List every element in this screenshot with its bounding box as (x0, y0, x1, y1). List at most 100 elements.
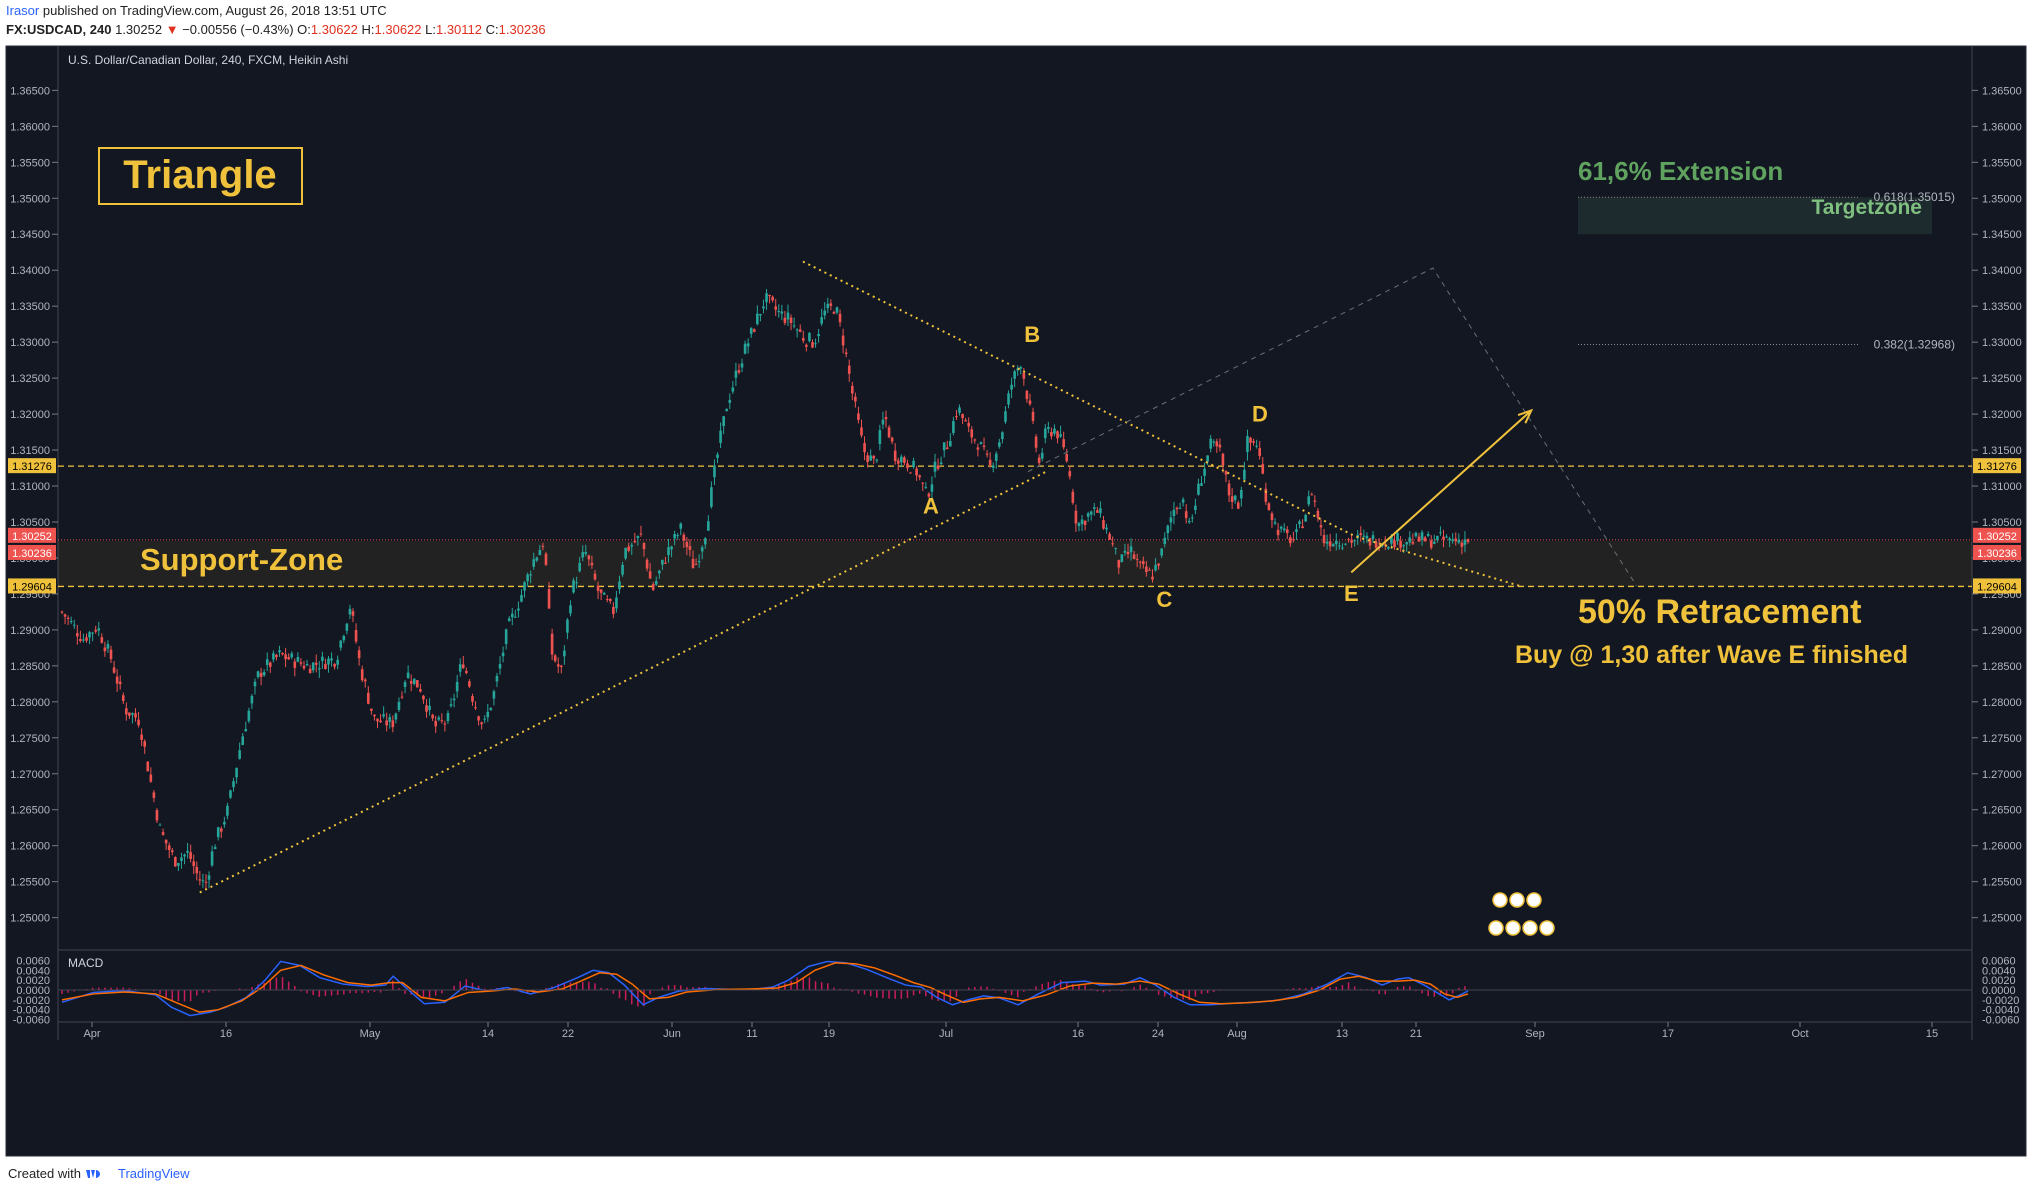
candle-body (1396, 532, 1399, 542)
candle-body (391, 720, 395, 728)
candle-body (1028, 400, 1032, 405)
candle-body (268, 662, 272, 667)
candle-body (664, 562, 667, 564)
candle-body (896, 460, 900, 464)
candle-body (259, 672, 263, 677)
candle-body (247, 710, 251, 722)
candle-body (679, 523, 683, 529)
created-with-label: Created with (8, 1166, 81, 1181)
candle-body (725, 409, 729, 412)
candle-body (1436, 535, 1439, 541)
candle-body (510, 613, 514, 618)
candle-body (645, 559, 649, 569)
candle-body (857, 413, 860, 420)
candle-body (566, 619, 569, 633)
y-tick-label-left: 1.36500 (10, 85, 50, 97)
candle-body (575, 582, 578, 584)
candle-body (691, 558, 695, 569)
candle-body (878, 430, 882, 444)
candle-body (869, 455, 872, 461)
open-label: O: (297, 22, 311, 37)
candle-body (140, 734, 143, 741)
candle-body (198, 879, 202, 881)
candle-body (72, 624, 76, 626)
macd-tick-label-left: -0.0060 (13, 1015, 50, 1027)
tradingview-link[interactable]: TradingView (118, 1166, 190, 1181)
candle-body (103, 647, 107, 652)
candle-body (250, 695, 254, 704)
y-tick-label-left: 1.26000 (10, 841, 50, 853)
candle-body (1420, 532, 1424, 540)
candle-body (412, 678, 416, 684)
candle-body (716, 454, 719, 459)
candle-body (774, 306, 778, 310)
candle-body (618, 581, 621, 590)
candle-body (290, 653, 294, 658)
candle-body (838, 313, 842, 323)
candle-body (1285, 529, 1289, 534)
candle-body (970, 429, 974, 438)
x-tick-label: 13 (1336, 1028, 1348, 1040)
candle-body (1322, 535, 1326, 544)
candle-body (520, 595, 523, 602)
candle-body (1457, 539, 1461, 543)
macd-tick-label-left: -0.0020 (13, 995, 50, 1007)
candle-body (1445, 536, 1448, 538)
candle-body (514, 616, 517, 618)
y-tick-label-right: 1.26500 (1982, 805, 2022, 817)
candle-body (1331, 544, 1335, 547)
candle-body (1325, 541, 1329, 544)
y-tick-label-right: 1.36500 (1982, 85, 2022, 97)
candle-body (207, 875, 211, 880)
candle-body (501, 652, 505, 657)
candle-body (884, 416, 888, 420)
author-link[interactable]: Irasor (6, 3, 40, 18)
economic-event-icon (1492, 892, 1508, 908)
candle-body (425, 705, 428, 712)
candle-body (900, 456, 903, 463)
candle-body (342, 635, 346, 641)
signal-line (61, 962, 1469, 1013)
candle-body (1353, 540, 1356, 542)
wave-label: B (1024, 322, 1040, 347)
candle-body (1246, 436, 1249, 453)
candle-body (1157, 563, 1160, 566)
candle-body (563, 650, 566, 657)
y-tick-label-left: 1.31000 (10, 481, 50, 493)
candle-body (76, 633, 79, 637)
macd-tick-label-right: 0.0060 (1982, 955, 2016, 967)
x-tick-label: 22 (562, 1028, 574, 1040)
candle-body (713, 465, 716, 478)
candle-body (324, 663, 327, 670)
candle-body (1313, 500, 1317, 502)
candle-body (474, 707, 477, 709)
candle-body (722, 416, 725, 427)
candle-body (1181, 499, 1185, 503)
price-chart[interactable]: 1.36500 1.36500 1.36000 1.36000 1.35500 1.355… (0, 0, 2030, 1160)
economic-event-icon (1522, 920, 1538, 936)
candle-body (1267, 503, 1271, 510)
price-badge-left (8, 544, 56, 560)
candle-body (1065, 454, 1069, 462)
candle-body (167, 845, 171, 851)
candle-body (651, 584, 655, 590)
candle-body (863, 443, 866, 453)
candle-body (1080, 519, 1084, 524)
candle-body (1166, 525, 1170, 534)
support-zone-band (58, 540, 1972, 587)
candle-body (1077, 523, 1081, 527)
candle-body (569, 605, 572, 614)
candle-body (1402, 545, 1405, 547)
candle-body (406, 672, 410, 678)
y-tick-label-right: 1.31000 (1982, 481, 2022, 493)
candle-body (1191, 517, 1194, 519)
candle-body (1249, 437, 1252, 443)
candle-body (599, 589, 603, 593)
y-tick-label-left: 1.27000 (10, 769, 50, 781)
tradingview-logo-icon (86, 1170, 100, 1178)
macd-tick-label-left: 0.0060 (16, 955, 50, 967)
price-badge-label: 1.31276 (12, 461, 52, 473)
candle-body (832, 312, 836, 314)
candle-body (452, 698, 456, 701)
candle-body (667, 547, 670, 556)
